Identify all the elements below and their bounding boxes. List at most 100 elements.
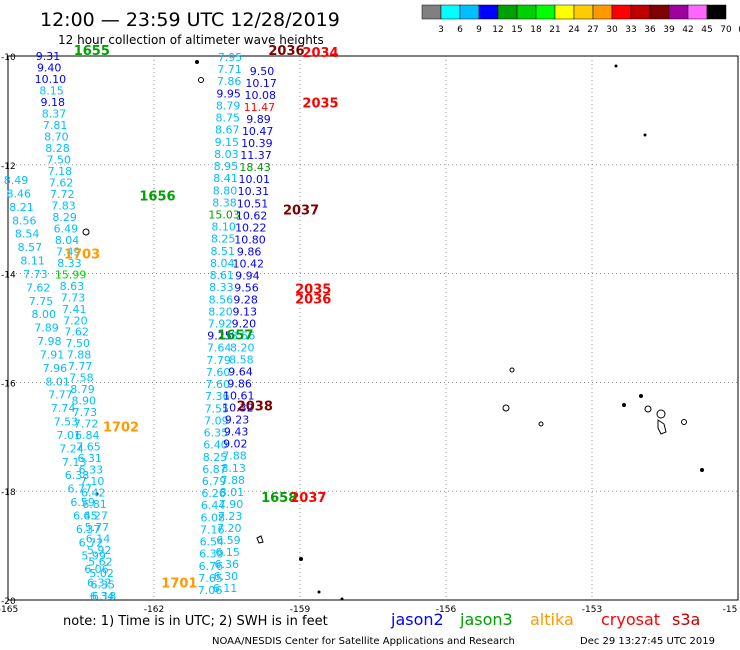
swh-value-label: 8.20 [230, 342, 255, 355]
swh-value-label: 8.90 [71, 395, 96, 408]
swh-value-label: 8.01 [220, 486, 245, 499]
swh-value-label: 8.10 [211, 221, 236, 234]
swh-value-label: 9.20 [232, 317, 257, 330]
swh-value-label: 8.11 [20, 255, 45, 268]
colorbar-label: 30 [606, 25, 618, 35]
swh-value-label: 7.89 [34, 322, 59, 335]
swh-value-label: 10.17 [245, 77, 277, 90]
swh-value-label: 8.79 [70, 383, 95, 396]
colorbar-swatch [497, 4, 518, 20]
swh-value-label: 6.87 [202, 463, 227, 476]
island [509, 367, 515, 373]
swh-value-label: 7.75 [29, 295, 54, 308]
swh-value-label: 7.16 [200, 523, 225, 536]
pass-time-label: 1657 [217, 328, 253, 343]
y-tick-label: -20 [1, 597, 16, 607]
swh-value-label: 7.10 [80, 475, 105, 488]
swh-value-label: 8.20 [208, 305, 233, 318]
swh-value-label: 11.37 [240, 149, 272, 162]
swh-value-label: 9.56 [234, 281, 259, 294]
colorbar-label: 36 [644, 25, 656, 35]
swh-value-label: 8.67 [215, 124, 240, 137]
pass-time-label: 2034 [302, 46, 338, 61]
colorbar-swatch [421, 4, 442, 20]
island [644, 405, 652, 413]
swh-value-label: 10.31 [238, 185, 270, 198]
swh-value-label: 7.79 [206, 354, 231, 367]
island [82, 228, 90, 236]
swh-value-label: 8.61 [210, 269, 235, 282]
colorbar-label: 9 [476, 25, 482, 35]
swh-value-label: 8.38 [212, 196, 237, 209]
swh-value-label: 8.04 [55, 234, 80, 247]
swh-value-label: 7.18 [48, 165, 73, 178]
swh-value-label: 6.06 [84, 563, 109, 576]
swh-value-label: 8.58 [229, 354, 254, 367]
swh-value-label: 7.98 [37, 335, 62, 348]
island [681, 419, 687, 425]
swh-value-label: 8.41 [213, 172, 238, 185]
legend-jason2: jason2 [390, 610, 444, 629]
swh-value-label: 7.60 [205, 378, 230, 391]
swh-value-label: 5.77 [85, 521, 110, 534]
swh-value-label: 6.49 [54, 222, 79, 235]
swh-value-label: 9.28 [233, 293, 258, 306]
colorbar-label: 39 [663, 25, 675, 35]
swh-value-label: 7.58 [69, 372, 94, 385]
x-tick-label: -156 [436, 605, 457, 615]
swh-value-label: 9.86 [237, 245, 262, 258]
swh-value-label: 9.02 [223, 438, 248, 451]
swh-value-label: 8.79 [216, 99, 241, 112]
swh-value-label: 7.88 [222, 450, 247, 463]
swh-value-label: 8.56 [209, 293, 234, 306]
swh-value-label: 7.24 [59, 442, 84, 455]
colorbar-swatch [440, 4, 461, 20]
y-tick-label: -10 [1, 53, 16, 63]
colorbar-label: 12 [492, 25, 503, 35]
colorbar-swatch [516, 4, 537, 20]
swh-value-label: 6.32 [87, 577, 112, 590]
swh-value-label: 10.42 [232, 257, 264, 270]
swh-value-label: 6.54 [200, 536, 225, 549]
axis-ticks: -165 -162 -159 -156 -153 -15 -10 -12 -14 -16 -18 -2… [0, 53, 737, 615]
swh-value-label: 6.31 [77, 452, 102, 465]
swh-value-label: 7.06 [198, 584, 223, 597]
map-subtitle: 12 hour collection of altimeter wave hei… [58, 33, 324, 47]
swh-value-label: 8.54 [15, 228, 40, 241]
altimeter-tracks: 9.319.4010.108.159.188.377.818.708.287.5… [4, 50, 277, 603]
map-frame [7, 55, 739, 601]
colorbar-label: 3 [438, 25, 444, 35]
island [502, 404, 510, 412]
swh-value-label: 7.81 [43, 119, 68, 132]
swh-value-label: 9.31 [36, 50, 61, 63]
swh-value-label: 6.08 [200, 511, 225, 524]
swh-value-label: 7.41 [62, 303, 87, 316]
swh-value-label: 7.71 [217, 63, 242, 76]
swh-value-label: 7.73 [73, 406, 98, 419]
swh-value-label: 9.86 [227, 378, 252, 391]
swh-value-label: 7.62 [26, 281, 51, 294]
y-tick-label: -18 [1, 488, 16, 498]
credit-text: NOAA/NESDIS Center for Satellite Applica… [212, 636, 515, 647]
swh-value-label: 10.80 [234, 233, 266, 246]
colorbar-swatch [535, 4, 556, 20]
island [299, 557, 303, 561]
swh-value-label: 8.49 [4, 174, 29, 187]
swh-value-label: 8.37 [42, 107, 67, 120]
swh-value-label: 6.26 [201, 487, 226, 500]
swh-value-label: 8.01 [45, 375, 70, 388]
swh-value-label: 8.28 [45, 142, 70, 155]
x-tick-label: -153 [582, 605, 602, 615]
swh-value-label: 10.51 [237, 197, 269, 210]
colorbar-label: 6 [457, 25, 463, 35]
swh-value-label: 7.55 [205, 402, 230, 415]
swh-value-label: 7.64 [207, 342, 232, 355]
island-outlines [82, 60, 704, 601]
island [622, 403, 626, 407]
swh-value-label: 7.62 [49, 176, 74, 189]
swh-value-label: 9.40 [37, 61, 62, 74]
y-tick-label: -14 [1, 271, 16, 281]
colorbar-label: 24 [568, 25, 580, 35]
swh-value-label: 8.95 [214, 160, 239, 173]
swh-value-label: 10.39 [241, 137, 273, 150]
